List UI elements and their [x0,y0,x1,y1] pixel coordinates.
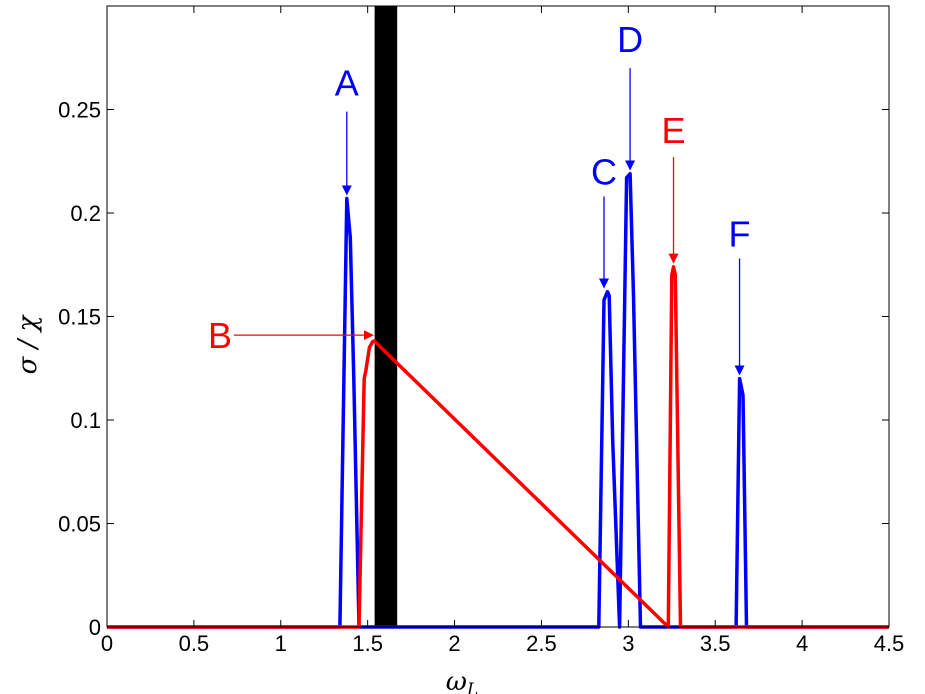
x-axis-label: ωL [446,667,479,694]
annotation-label-c: C [591,152,617,193]
y-tick-label: 0 [89,615,101,640]
x-tick-label: 0.5 [179,631,210,656]
annotation-label-e: E [662,110,686,151]
x-tick-label: 3 [622,631,634,656]
y-axis-label: σ / χ [13,313,43,374]
annotation-layer: A B C D E F [208,19,751,376]
x-tick-label: 1 [275,631,287,656]
annotation-label-a: A [335,63,359,104]
x-tick-label: 0 [101,631,113,656]
y-tick-label: 0.05 [58,512,101,537]
excluded-band [374,6,398,627]
series-layer [107,171,889,629]
y-tick-label: 0.15 [58,305,101,330]
x-axis-label-subscript: L [466,680,478,694]
x-tick-label: 2 [448,631,460,656]
excluded-band-layer [374,6,398,627]
series-line-2 [107,265,889,629]
annotation-label-b: B [208,315,232,356]
x-tick-label: 3.5 [700,631,731,656]
series-line-1 [107,171,889,629]
y-tick-label: 0.2 [70,201,101,226]
x-tick-label: 2.5 [526,631,557,656]
x-tick-label: 1.5 [352,631,383,656]
x-tick-label: 4.5 [874,631,905,656]
annotation-label-f: F [729,214,751,255]
axes-layer: 0 0.5 1 1.5 2 2.5 3 3.5 4 4.5 0 0.05 0.1 0.15 0.2 0.25 [58,5,905,656]
y-tick-label: 0.1 [70,408,101,433]
annotation-label-d: D [617,19,643,60]
x-axis-label-main: ω [446,667,467,694]
y-tick-label: 0.25 [58,98,101,123]
x-tick-label: 4 [796,631,808,656]
